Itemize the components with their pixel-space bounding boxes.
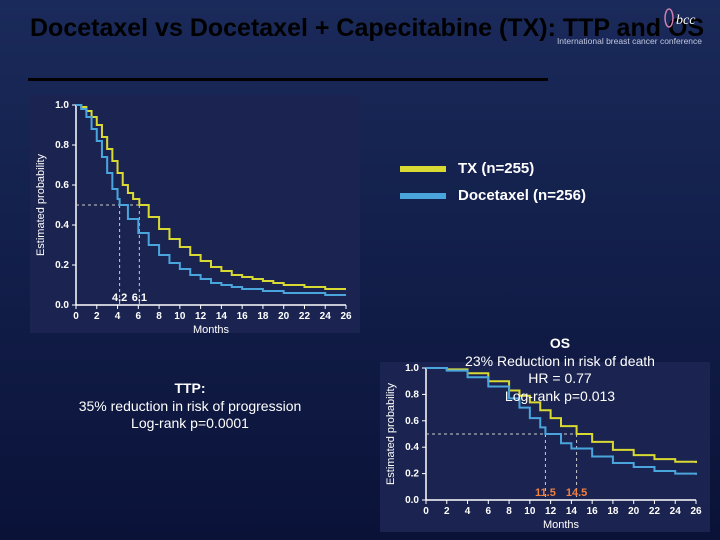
svg-text:12: 12 (545, 506, 557, 517)
svg-text:11.5: 11.5 (535, 487, 556, 499)
svg-text:14.5: 14.5 (566, 487, 587, 499)
legend-label: TX (n=255) (458, 160, 534, 177)
svg-text:bcc: bcc (676, 13, 696, 28)
svg-text:0.4: 0.4 (405, 442, 419, 453)
os-summary: OS 23% Reduction in risk of death HR = 0… (420, 335, 700, 405)
svg-text:8: 8 (506, 506, 512, 517)
svg-text:10: 10 (524, 506, 536, 517)
svg-text:18: 18 (257, 311, 269, 322)
svg-text:6.1: 6.1 (132, 292, 147, 304)
logo-icon: bcc (662, 6, 702, 30)
svg-text:10: 10 (174, 311, 186, 322)
svg-text:Months: Months (543, 519, 580, 531)
svg-text:14: 14 (566, 506, 578, 517)
ttp-chart: 0.00.20.40.60.81.00246810121416182022242… (30, 95, 360, 333)
svg-text:Months: Months (193, 324, 230, 333)
svg-text:14: 14 (216, 311, 228, 322)
svg-text:6: 6 (486, 506, 492, 517)
svg-text:26: 26 (340, 311, 352, 322)
svg-text:1.0: 1.0 (405, 363, 419, 374)
svg-text:22: 22 (299, 311, 311, 322)
svg-text:0.8: 0.8 (55, 140, 69, 151)
svg-text:2: 2 (94, 311, 100, 322)
svg-text:16: 16 (587, 506, 599, 517)
svg-text:20: 20 (628, 506, 640, 517)
svg-text:4: 4 (115, 311, 121, 322)
svg-text:4.2: 4.2 (112, 292, 127, 304)
ttp-summary-line: 35% reduction in risk of progression (40, 398, 340, 416)
ttp-summary-line: Log-rank p=0.0001 (40, 415, 340, 433)
svg-text:0.6: 0.6 (55, 180, 69, 191)
svg-text:Estimated probability: Estimated probability (385, 382, 397, 485)
legend-swatch (400, 193, 446, 199)
svg-text:0: 0 (423, 506, 429, 517)
svg-text:4: 4 (465, 506, 471, 517)
svg-text:24: 24 (670, 506, 682, 517)
svg-text:0: 0 (73, 311, 79, 322)
svg-text:0.2: 0.2 (405, 469, 419, 480)
svg-text:24: 24 (320, 311, 332, 322)
svg-text:0.2: 0.2 (55, 260, 69, 271)
svg-text:Estimated probability: Estimated probability (35, 153, 47, 256)
legend-item: Docetaxel (n=256) (400, 187, 586, 204)
svg-text:0.0: 0.0 (405, 495, 419, 506)
svg-text:0.0: 0.0 (55, 300, 69, 311)
ttp-summary-title: TTP: (40, 380, 340, 398)
svg-text:16: 16 (237, 311, 249, 322)
svg-text:20: 20 (278, 311, 290, 322)
svg-text:8: 8 (156, 311, 162, 322)
os-summary-line: Log-rank p=0.013 (420, 388, 700, 406)
svg-text:0.6: 0.6 (405, 416, 419, 427)
svg-text:2: 2 (444, 506, 450, 517)
logo-subtitle: International breast cancer conference (557, 36, 702, 46)
svg-text:26: 26 (690, 506, 702, 517)
legend-swatch (400, 166, 446, 172)
svg-text:12: 12 (195, 311, 207, 322)
svg-text:22: 22 (649, 506, 661, 517)
svg-text:1.0: 1.0 (55, 100, 69, 111)
title-underline (28, 78, 548, 81)
legend-item: TX (n=255) (400, 160, 586, 177)
svg-text:0.4: 0.4 (55, 220, 69, 231)
svg-text:0.8: 0.8 (405, 389, 419, 400)
svg-text:6: 6 (136, 311, 142, 322)
os-summary-line: 23% Reduction in risk of death (420, 353, 700, 371)
svg-text:18: 18 (607, 506, 619, 517)
os-summary-line: HR = 0.77 (420, 370, 700, 388)
ttp-summary: TTP: 35% reduction in risk of progressio… (40, 380, 340, 433)
os-summary-title: OS (420, 335, 700, 353)
logo: bcc International breast cancer conferen… (557, 6, 702, 46)
legend: TX (n=255) Docetaxel (n=256) (400, 160, 586, 214)
legend-label: Docetaxel (n=256) (458, 187, 586, 204)
